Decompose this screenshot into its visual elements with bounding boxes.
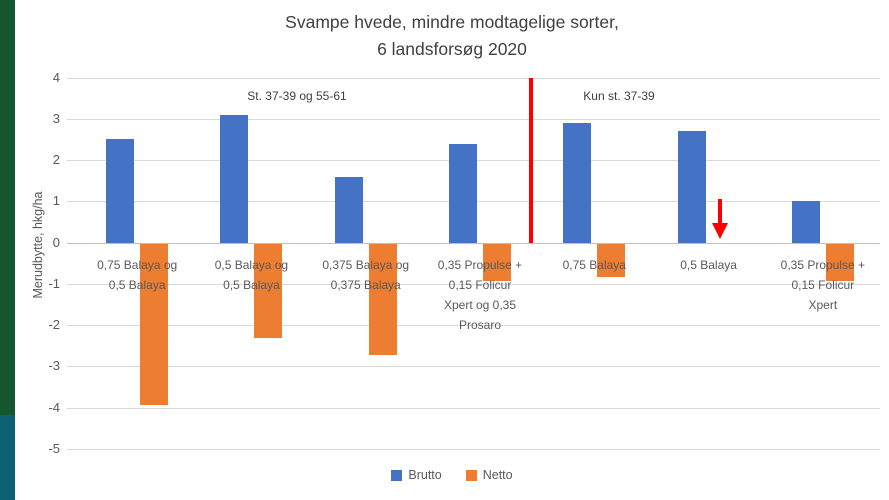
gridline xyxy=(67,77,880,79)
y-tick-label: -3 xyxy=(48,358,60,374)
y-tick-label: 3 xyxy=(52,110,60,126)
bar-brutto-cat3 xyxy=(334,176,363,243)
bar-netto-cat5 xyxy=(597,243,626,277)
bar-brutto-cat6 xyxy=(677,131,706,243)
annotation-growth-stages-left: St. 37-39 og 55-61 xyxy=(247,89,347,103)
y-tick-label: 1 xyxy=(52,193,60,209)
bar-netto-cat2 xyxy=(254,243,283,339)
bar-brutto-cat1 xyxy=(106,139,135,243)
category-label: 0,35 Propulse + 0,15 Folicur Xpert xyxy=(780,258,866,312)
bar-brutto-cat2 xyxy=(220,114,249,243)
category-label: 0,35 Propulse + 0,15 Folicur Xpert og 0,… xyxy=(437,258,523,332)
sidebar-accent-green xyxy=(0,0,15,415)
legend-item-brutto: Brutto xyxy=(391,468,442,482)
category-label: 0,75 Balaya og 0,5 Balaya xyxy=(97,258,178,292)
bar-brutto-cat4 xyxy=(449,143,477,243)
chart-title-line2: 6 landsforsøg 2020 xyxy=(377,39,527,59)
y-tick-label: 2 xyxy=(52,152,60,168)
legend-item-netto: Netto xyxy=(465,468,513,482)
category-label: 0,75 Balaya xyxy=(562,258,626,272)
y-tick-label: 0 xyxy=(52,234,60,250)
group-divider-line xyxy=(529,78,533,243)
y-tick-label: -2 xyxy=(48,317,60,333)
brutto-swatch-icon xyxy=(391,469,403,481)
gridline xyxy=(67,283,880,285)
bar-netto-cat7 xyxy=(825,243,854,281)
chart-legend: Brutto Netto xyxy=(15,466,889,484)
chart-title-line1: Svampe hvede, mindre modtagelige sorter, xyxy=(285,12,619,32)
y-tick-label: -4 xyxy=(48,399,60,415)
bar-netto-cat3 xyxy=(368,243,397,355)
gridline xyxy=(67,407,880,409)
red-down-arrow-icon xyxy=(712,199,728,239)
gridline xyxy=(67,325,880,327)
gridline xyxy=(67,448,880,450)
x-axis-line xyxy=(67,242,880,244)
netto-swatch-icon xyxy=(465,469,477,481)
legend-label-brutto: Brutto xyxy=(408,468,442,482)
y-tick-label: -1 xyxy=(48,275,60,291)
category-label: 0,375 Balaya og 0,375 Balaya xyxy=(322,258,410,292)
legend-label-netto: Netto xyxy=(482,468,513,482)
y-tick-label: 4 xyxy=(52,69,60,85)
gridline xyxy=(67,118,880,120)
chart-title: Svampe hvede, mindre modtagelige sorter,… xyxy=(15,9,889,63)
gridline xyxy=(67,366,880,368)
sidebar-accent-teal xyxy=(0,415,15,500)
red-down-arrow-shape xyxy=(712,199,728,239)
bar-netto-cat1 xyxy=(140,243,169,405)
annotation-growth-stages-right: Kun st. 37-39 xyxy=(583,89,655,103)
y-tick-label: -5 xyxy=(48,440,60,456)
bar-brutto-cat7 xyxy=(791,201,820,243)
bar-brutto-cat5 xyxy=(563,122,592,243)
category-label: 0,5 Balaya xyxy=(680,258,737,272)
category-label: 0,5 Balaya og 0,5 Balaya xyxy=(214,258,289,292)
bar-netto-cat4 xyxy=(483,243,511,281)
